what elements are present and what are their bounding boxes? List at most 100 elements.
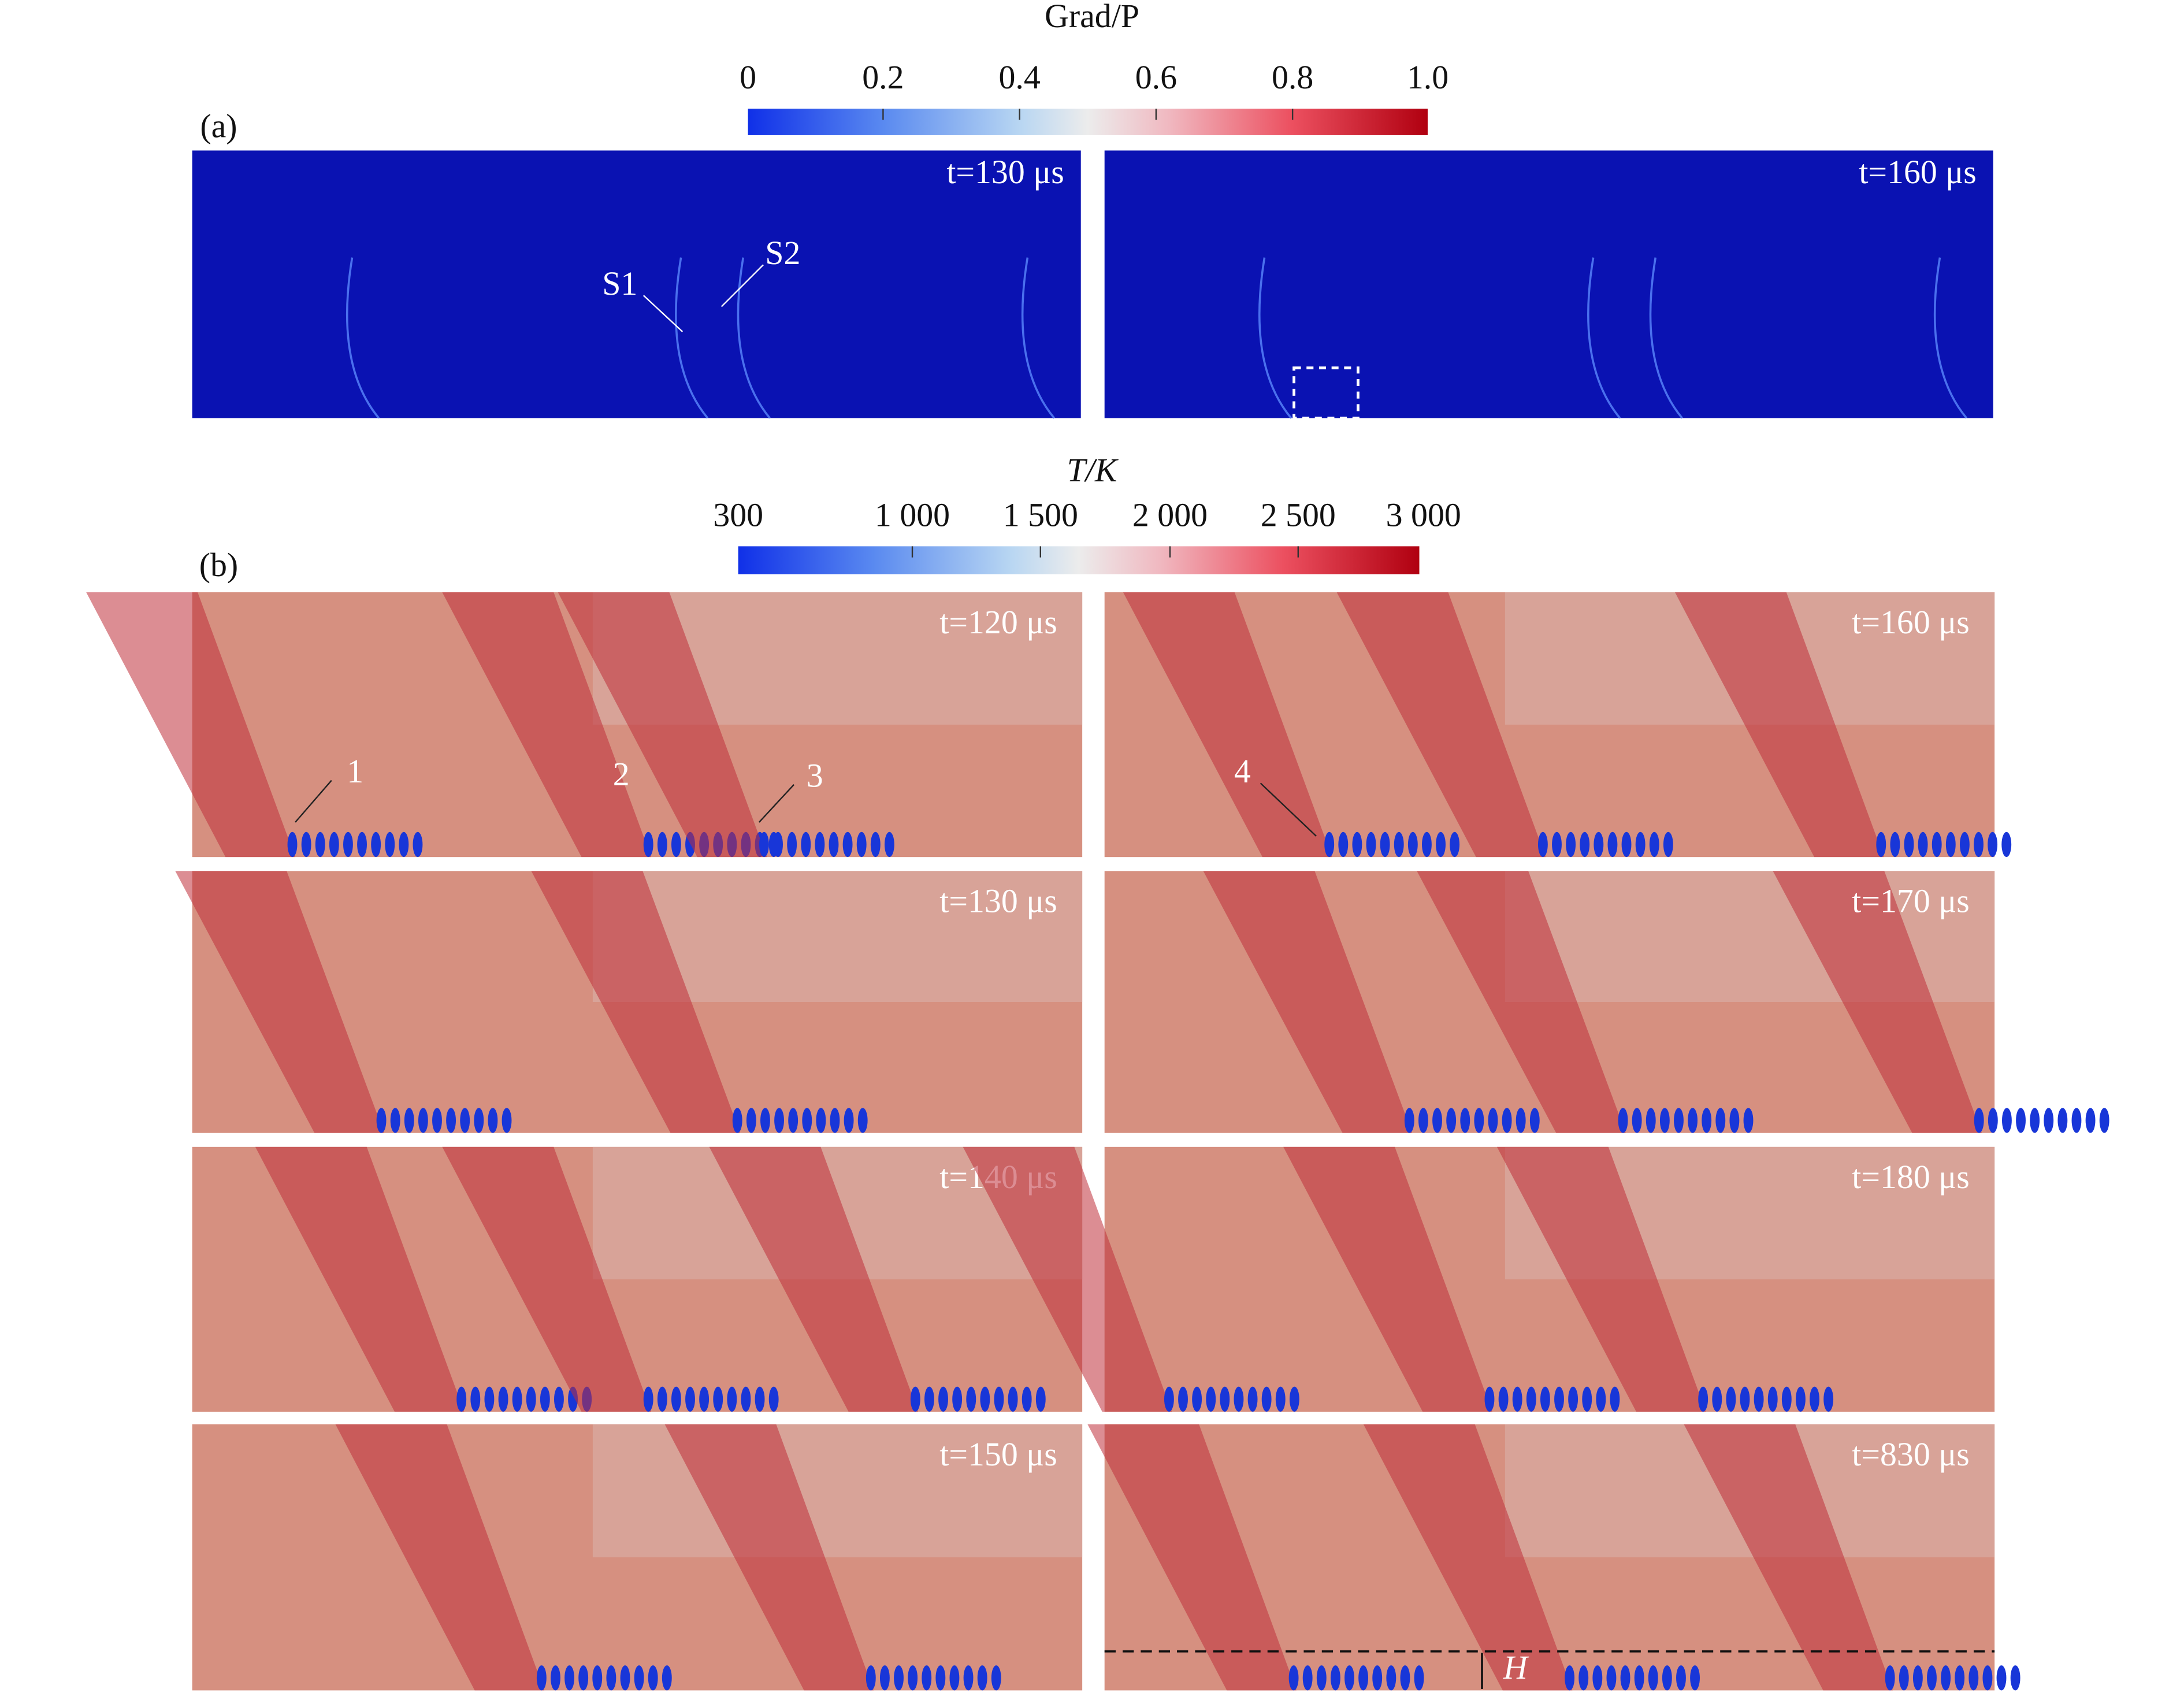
fresh-gas <box>1618 1108 1628 1133</box>
fresh-gas <box>2099 1108 2109 1133</box>
annotation: 2 <box>613 755 630 793</box>
fresh-gas <box>643 1386 653 1412</box>
fresh-gas <box>329 832 339 858</box>
fresh-gas <box>1488 1108 1498 1133</box>
fresh-gas <box>1767 1386 1778 1412</box>
field-image <box>1104 150 1993 418</box>
fresh-gas <box>540 1386 550 1412</box>
fresh-gas <box>1484 1386 1495 1412</box>
fresh-gas <box>1552 832 1562 858</box>
fresh-gas <box>802 1108 812 1133</box>
fresh-gas <box>643 832 653 858</box>
frame-time: t=130 μs <box>939 882 1057 919</box>
fresh-gas <box>1982 1665 1993 1691</box>
shock-trace <box>1649 257 1683 419</box>
fresh-gas <box>606 1665 616 1691</box>
leader <box>758 784 794 823</box>
fresh-gas <box>1450 832 1460 858</box>
fresh-gas <box>1729 1108 1740 1133</box>
fresh-gas <box>774 1108 784 1133</box>
fresh-gas <box>741 1386 751 1412</box>
shock-trace <box>1021 257 1055 419</box>
annotation: 1 <box>347 752 363 790</box>
fresh-gas <box>1941 1665 1951 1691</box>
fresh-gas <box>1955 1665 1965 1691</box>
annotation: S1 <box>602 265 637 302</box>
fresh-gas <box>343 832 353 858</box>
fresh-gas <box>1988 1108 1998 1133</box>
fresh-gas <box>963 1665 974 1691</box>
frame-time: t=170 μs <box>1852 882 1969 919</box>
fresh-gas <box>801 832 811 858</box>
panel-label: (b) <box>199 546 238 584</box>
fresh-gas <box>1206 1386 1216 1412</box>
fresh-gas <box>732 1108 742 1133</box>
frame-time: t=150 μs <box>939 1435 1057 1473</box>
fresh-gas <box>966 1386 976 1412</box>
fresh-gas <box>1316 1665 1327 1691</box>
fresh-gas <box>910 1386 920 1412</box>
fresh-gas <box>1974 1108 1984 1133</box>
fresh-gas <box>413 832 423 858</box>
fresh-gas <box>2001 1108 2012 1133</box>
fresh-gas <box>488 1108 498 1133</box>
fresh-gas <box>685 1386 695 1412</box>
fresh-gas <box>357 832 367 858</box>
fresh-gas <box>1498 1386 1509 1412</box>
fresh-gas <box>1404 1108 1414 1133</box>
fresh-gas <box>592 1665 603 1691</box>
fresh-gas <box>1932 832 1942 858</box>
fresh-gas <box>1380 832 1390 858</box>
fresh-gas <box>1754 1386 1764 1412</box>
fresh-gas <box>1164 1386 1174 1412</box>
fresh-gas <box>787 832 797 858</box>
colorbar-tick-label: 1 000 <box>875 496 950 533</box>
fresh-gas <box>1275 1386 1286 1412</box>
fresh-gas <box>2085 1108 2096 1133</box>
fresh-gas <box>713 1386 723 1412</box>
fresh-gas <box>1540 1386 1550 1412</box>
fresh-gas <box>390 1108 400 1133</box>
detonation-front <box>442 1146 652 1412</box>
leader <box>1260 782 1317 837</box>
fresh-gas <box>376 1108 387 1133</box>
fresh-gas <box>759 832 769 858</box>
fresh-gas <box>2071 1108 2082 1133</box>
fresh-gas <box>1674 1108 1684 1133</box>
fresh-gas <box>1876 832 1886 858</box>
fresh-gas <box>977 1665 987 1691</box>
fresh-gas <box>829 832 839 858</box>
fresh-gas <box>1662 1665 1672 1691</box>
colorbar-tick-label: 0.8 <box>1272 58 1313 96</box>
fresh-gas <box>1795 1386 1806 1412</box>
fresh-gas <box>474 1108 484 1133</box>
fresh-gas <box>578 1665 589 1691</box>
fresh-gas <box>746 1108 756 1133</box>
colorbar-tick-label: 300 <box>713 496 763 533</box>
shock-trace <box>1933 257 1967 419</box>
colorbar-tick-label: 2 000 <box>1132 496 1208 533</box>
fresh-gas <box>1578 1665 1589 1691</box>
fresh-gas <box>1996 1665 2007 1691</box>
colorbar-tick-label: 0.4 <box>998 58 1040 96</box>
fresh-gas <box>1823 1386 1834 1412</box>
colorbar-title: T/K <box>1067 451 1119 489</box>
fresh-gas <box>1529 1108 1540 1133</box>
fresh-gas <box>773 832 783 858</box>
fresh-gas <box>760 1108 770 1133</box>
fresh-gas <box>755 1386 765 1412</box>
fresh-gas <box>671 1386 681 1412</box>
frame-time: t=120 μs <box>939 603 1057 641</box>
fresh-gas <box>1358 1665 1369 1691</box>
detonation-front <box>442 592 652 858</box>
frame-time: t=180 μs <box>1852 1158 1969 1196</box>
fresh-gas <box>1610 1386 1620 1412</box>
fresh-gas <box>512 1386 522 1412</box>
detonation-front <box>335 1424 545 1691</box>
fresh-gas <box>1022 1386 1032 1412</box>
fresh-gas <box>399 832 409 858</box>
fresh-gas <box>1646 1108 1656 1133</box>
fresh-gas <box>2016 1108 2026 1133</box>
fresh-gas <box>2044 1108 2054 1133</box>
detonation-front <box>664 1424 874 1691</box>
